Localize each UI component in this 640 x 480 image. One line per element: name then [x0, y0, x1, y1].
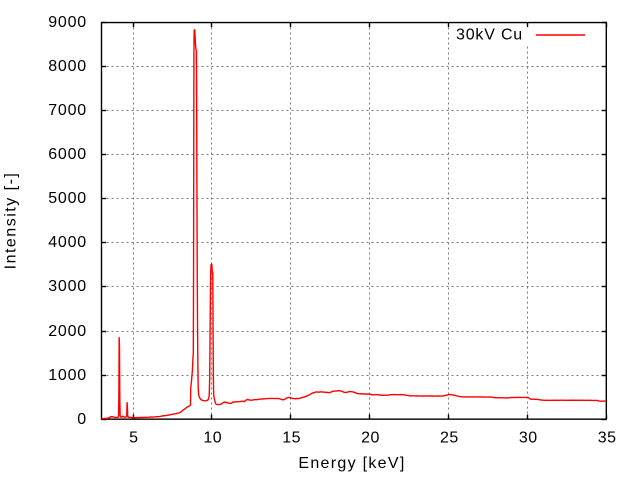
svg-text:15: 15 — [282, 429, 301, 446]
svg-text:35: 35 — [598, 429, 617, 446]
svg-text:8000: 8000 — [48, 58, 87, 75]
svg-text:9000: 9000 — [48, 14, 87, 31]
svg-text:2000: 2000 — [48, 323, 87, 340]
svg-text:25: 25 — [440, 429, 459, 446]
svg-text:4000: 4000 — [48, 234, 87, 251]
svg-text:Intensity [-]: Intensity [-] — [3, 172, 20, 270]
svg-text:20: 20 — [361, 429, 380, 446]
svg-text:5: 5 — [129, 429, 138, 446]
svg-text:10: 10 — [203, 429, 222, 446]
svg-text:30: 30 — [519, 429, 538, 446]
svg-text:30kV Cu: 30kV Cu — [456, 27, 523, 44]
svg-text:5000: 5000 — [48, 190, 87, 207]
svg-text:6000: 6000 — [48, 146, 87, 163]
svg-text:1000: 1000 — [48, 367, 87, 384]
svg-text:Energy [keV]: Energy [keV] — [298, 455, 405, 472]
svg-text:7000: 7000 — [48, 102, 87, 119]
svg-text:0: 0 — [77, 411, 87, 428]
svg-text:3000: 3000 — [48, 278, 87, 295]
